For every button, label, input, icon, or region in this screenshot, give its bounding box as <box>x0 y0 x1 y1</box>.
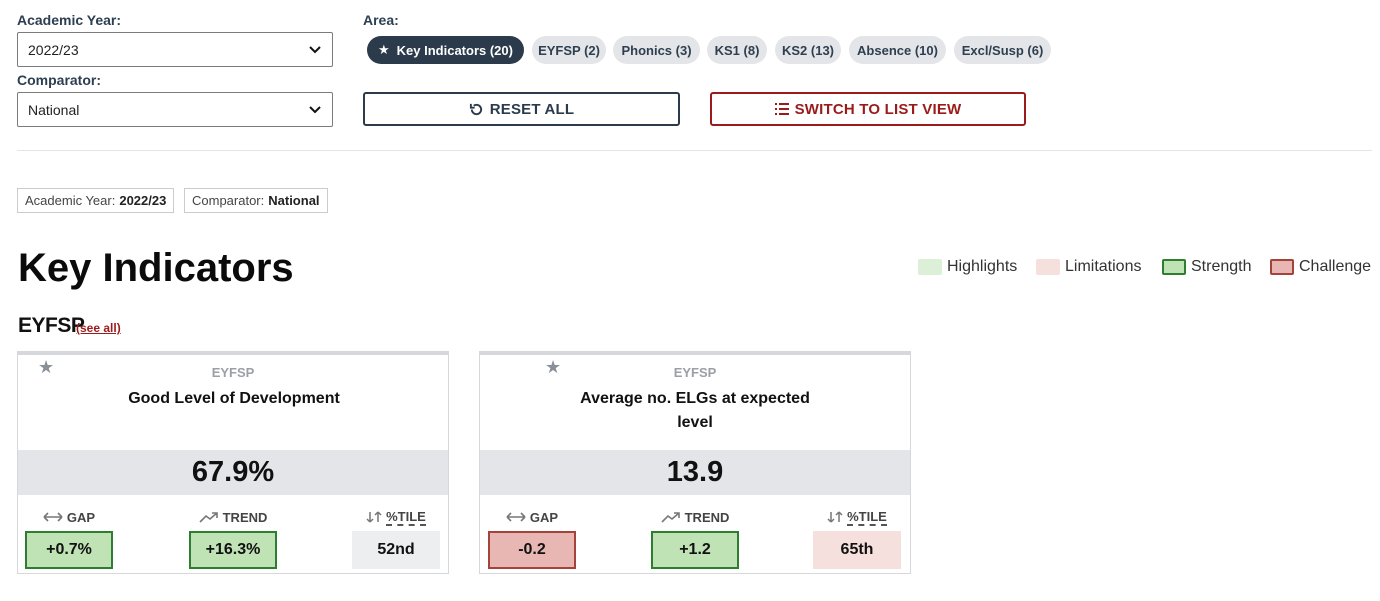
arrows-horizontal-icon <box>506 512 526 522</box>
gap-metric: GAP +0.7% <box>25 507 113 569</box>
indicator-card[interactable]: EYFSP ★ Good Level of Development 67.9% … <box>17 351 449 574</box>
star-icon: ★ <box>378 42 390 57</box>
tag-label: Comparator: <box>192 193 265 208</box>
tag-value: National <box>268 193 320 208</box>
percentile-metric: %TILE 52nd <box>352 507 440 569</box>
star-icon[interactable]: ★ <box>545 357 562 377</box>
strength-swatch <box>1162 259 1186 275</box>
reset-all-label: RESET ALL <box>489 100 575 118</box>
area-pill-absence[interactable]: Absence (10) <box>849 36 946 64</box>
trend-up-icon <box>199 511 219 523</box>
sort-arrows-icon <box>366 511 382 523</box>
percentile-value: 65th <box>813 531 901 569</box>
area-pill-key-indicators[interactable]: ★ Key Indicators (20) <box>367 36 524 64</box>
gap-value: +0.7% <box>25 531 113 569</box>
switch-to-list-view-label: SWITCH TO LIST VIEW <box>794 100 962 118</box>
area-pill-label: KS2 (13) <box>781 42 835 58</box>
reset-icon <box>469 102 484 117</box>
tag-value: 2022/23 <box>119 193 167 208</box>
card-value: 67.9% <box>18 450 448 495</box>
area-pill-phonics[interactable]: Phonics (3) <box>613 36 700 64</box>
tag-label: Academic Year: <box>25 193 116 208</box>
card-value: 13.9 <box>480 450 910 495</box>
academic-year-select[interactable]: 2022/23 <box>17 32 333 67</box>
area-pill-label: Excl/Susp (6) <box>961 42 1044 58</box>
see-all-link[interactable]: (see all) <box>76 321 121 335</box>
section-title: EYFSP <box>18 314 85 337</box>
area-pill-ks1[interactable]: KS1 (8) <box>707 36 767 64</box>
indicator-card[interactable]: EYFSP ★ Average no. ELGs at expected lev… <box>479 351 911 574</box>
area-label: Area: <box>363 12 399 28</box>
card-name: Good Level of Development <box>128 390 340 407</box>
area-pill-excl-susp[interactable]: Excl/Susp (6) <box>954 36 1051 64</box>
chevron-down-icon <box>308 103 322 117</box>
legend-highlights: Highlights <box>918 258 1017 276</box>
card-category: EYFSP <box>673 365 717 380</box>
highlights-swatch <box>918 259 942 275</box>
trend-value: +1.2 <box>651 531 739 569</box>
legend-label: Limitations <box>1065 258 1142 275</box>
percentile-label[interactable]: %TILE <box>847 508 887 526</box>
academic-year-tag: Academic Year: 2022/23 <box>17 188 175 213</box>
card-category: EYFSP <box>211 365 255 380</box>
legend-strength: Strength <box>1162 258 1251 276</box>
legend-challenge: Challenge <box>1270 258 1371 276</box>
area-pill-label: KS1 (8) <box>714 42 760 58</box>
comparator-label: Comparator: <box>17 72 102 88</box>
challenge-swatch <box>1270 259 1294 275</box>
gap-metric: GAP -0.2 <box>488 507 576 569</box>
trend-metric: TREND +16.3% <box>189 507 277 569</box>
area-pill-eyfsp[interactable]: EYFSP (2) <box>532 36 606 64</box>
list-icon <box>774 103 789 115</box>
divider <box>17 150 1372 151</box>
percentile-metric: %TILE 65th <box>813 507 901 569</box>
legend-label: Highlights <box>947 258 1018 275</box>
legend-label: Strength <box>1191 258 1252 275</box>
chevron-down-icon <box>308 43 322 57</box>
reset-all-button[interactable]: RESET ALL <box>363 92 680 126</box>
trend-value: +16.3% <box>189 531 277 569</box>
area-pill-label: Key Indicators (20) <box>396 42 513 58</box>
area-pill-label: Phonics (3) <box>621 42 692 58</box>
comparator-select[interactable]: National <box>17 92 333 127</box>
academic-year-value: 2022/23 <box>28 41 79 58</box>
trend-label: TREND <box>222 509 268 525</box>
gap-label: GAP <box>529 509 559 525</box>
switch-to-list-view-button[interactable]: SWITCH TO LIST VIEW <box>710 92 1026 126</box>
percentile-value: 52nd <box>352 531 440 569</box>
page-title: Key Indicators <box>18 246 294 290</box>
academic-year-label: Academic Year: <box>17 12 122 28</box>
card-name: Average no. ELGs at expected level <box>580 390 810 431</box>
arrows-horizontal-icon <box>43 512 63 522</box>
comparator-tag: Comparator: National <box>184 188 328 213</box>
area-pill-label: Absence (10) <box>857 42 938 58</box>
percentile-label[interactable]: %TILE <box>386 508 426 526</box>
limitations-swatch <box>1036 259 1060 275</box>
area-pill-label: EYFSP (2) <box>538 42 600 58</box>
gap-value: -0.2 <box>488 531 576 569</box>
area-pill-ks2[interactable]: KS2 (13) <box>775 36 841 64</box>
trend-label: TREND <box>684 509 730 525</box>
comparator-value: National <box>28 101 80 118</box>
sort-arrows-icon <box>827 511 843 523</box>
gap-label: GAP <box>66 509 96 525</box>
trend-metric: TREND +1.2 <box>651 507 739 569</box>
trend-up-icon <box>661 511 681 523</box>
legend-limitations: Limitations <box>1036 258 1141 276</box>
legend-label: Challenge <box>1299 258 1372 275</box>
star-icon[interactable]: ★ <box>38 357 55 377</box>
